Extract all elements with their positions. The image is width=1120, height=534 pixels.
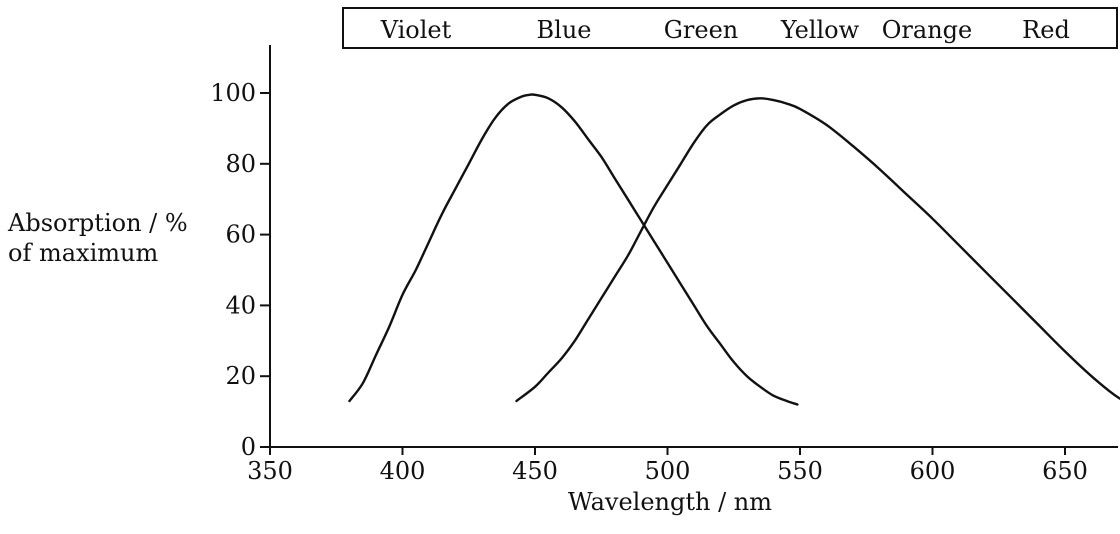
series-curve-1: [348, 93, 799, 406]
color-band-frame: [342, 7, 1118, 49]
series-curves: [348, 93, 1120, 406]
y-tick-label: 40: [225, 291, 256, 319]
color-band-red: Red: [1022, 16, 1070, 44]
y-axis-label-line-1: Absorption / %: [8, 209, 188, 237]
color-band-violet: Violet: [380, 16, 452, 44]
y-tick-label: 80: [225, 150, 256, 178]
series-curve-2: [515, 97, 1120, 403]
y-tick-label: 60: [225, 221, 256, 249]
y-tick-label: 0: [241, 433, 256, 461]
x-tick-label: 450: [512, 457, 558, 485]
x-tick-label: 500: [645, 457, 691, 485]
tick-marks: 0 20 40 60 80 100 350 400 450 500 550 600 650: [210, 79, 1088, 485]
color-band-blue: Blue: [537, 16, 592, 44]
y-axis-label: Absorption / % of maximum: [8, 208, 188, 268]
color-band-yellow: Yellow: [780, 16, 860, 44]
x-axis-label: Wavelength / nm: [568, 488, 773, 516]
color-band-green: Green: [664, 16, 739, 44]
y-tick-label: 100: [210, 79, 256, 107]
x-tick-label: 550: [777, 457, 823, 485]
y-axis-label-line-2: of maximum: [8, 239, 159, 267]
y-tick-label: 20: [225, 362, 256, 390]
x-tick-label: 350: [247, 457, 293, 485]
color-band-box: Violet Blue Green Yellow Orange Red: [342, 7, 1118, 49]
x-tick-label: 400: [380, 457, 426, 485]
x-tick-label: 600: [910, 457, 956, 485]
axes: [269, 45, 1118, 448]
x-tick-label: 650: [1042, 457, 1088, 485]
color-band-orange: Orange: [882, 16, 972, 44]
